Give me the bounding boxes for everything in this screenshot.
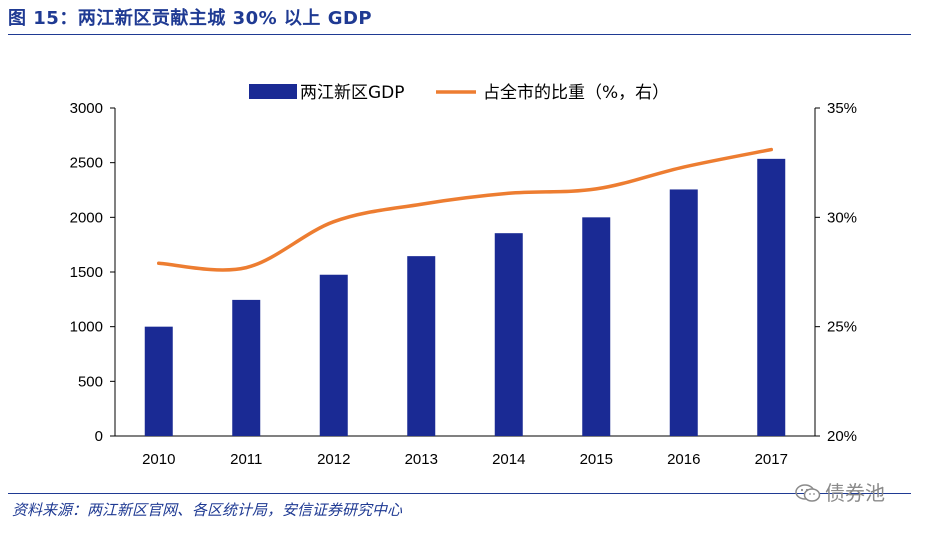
line-point-2016 [682,165,686,169]
watermark-text: 债券池 [825,481,885,505]
source-divider [8,493,911,494]
y-left-tick-label: 500 [78,373,103,390]
y-axis-left: 0 500 1000 1500 2000 2500 3000 [70,100,116,445]
y-right-tick-label: 25% [827,319,857,336]
y-left-tick-label: 0 [95,428,103,445]
y-right-tick-label: 20% [827,428,857,445]
bar-series [144,158,786,436]
share-line [157,147,773,272]
x-tick-label: 2016 [667,451,700,468]
line-series [157,147,773,272]
legend-line-label: 占全市的比重（%，右） [483,83,669,103]
bar-2013 [407,256,436,436]
y-left-tick-label: 1000 [70,319,103,336]
source-note: 资料来源：两江新区官网、各区统计局，安信证券研究中心 [12,501,403,519]
legend: 两江新区GDP 占全市的比重（%，右） [249,83,669,103]
bar-2012 [319,274,348,436]
bar-2017 [757,158,786,436]
x-tick-label: 2012 [317,451,350,468]
bar-2011 [232,299,261,436]
wechat-icon [795,484,821,502]
y-axis-right: 20% 25% 30% 35% [814,100,857,445]
line-point-2014 [507,191,511,195]
y-left-tick-label: 2000 [70,209,103,226]
y-right-tick-label: 30% [827,209,857,226]
x-tick-label: 2011 [230,451,262,468]
x-tick-label: 2010 [142,451,175,468]
x-tick-label: 2017 [755,451,788,468]
y-right-tick-label: 35% [827,100,857,117]
line-point-2017 [769,148,773,152]
line-point-2015 [594,187,598,191]
line-point-2012 [332,220,336,224]
bar-2016 [669,189,698,436]
x-tick-label: 2015 [580,451,613,468]
bar-2010 [144,326,173,436]
x-tick-label: 2013 [405,451,438,468]
line-point-2011 [244,266,248,270]
figure-title: 图 15：两江新区贡献主城 30% 以上 GDP [8,8,373,29]
line-point-2010 [157,261,161,265]
legend-bar-label: 两江新区GDP [300,83,405,103]
x-axis: 2010 2011 2012 2013 2014 2015 2016 2017 [115,435,815,468]
bar-2015 [582,217,611,436]
legend-bar-swatch [249,84,297,99]
y-left-tick-label: 1500 [70,264,103,281]
title-divider [8,34,911,35]
x-tick-label: 2014 [492,451,525,468]
y-left-tick-label: 2500 [70,155,103,172]
y-left-tick-label: 3000 [70,100,103,117]
watermark: 债券池 [795,477,885,506]
line-point-2013 [419,202,423,206]
bar-2014 [494,233,523,436]
